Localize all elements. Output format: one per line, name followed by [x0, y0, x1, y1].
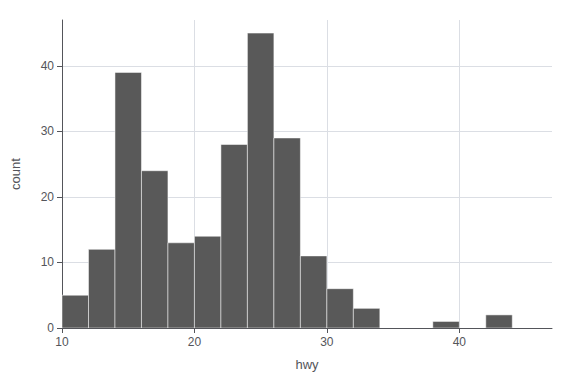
svg-text:count: count — [8, 158, 23, 190]
svg-text:40: 40 — [453, 335, 467, 349]
svg-text:40: 40 — [41, 59, 55, 73]
svg-text:30: 30 — [41, 124, 55, 138]
svg-text:10: 10 — [41, 255, 55, 269]
svg-text:30: 30 — [320, 335, 334, 349]
svg-text:20: 20 — [41, 190, 55, 204]
svg-text:10: 10 — [55, 335, 69, 349]
svg-text:20: 20 — [188, 335, 202, 349]
svg-text:hwy: hwy — [295, 357, 319, 372]
svg-text:0: 0 — [47, 321, 54, 335]
